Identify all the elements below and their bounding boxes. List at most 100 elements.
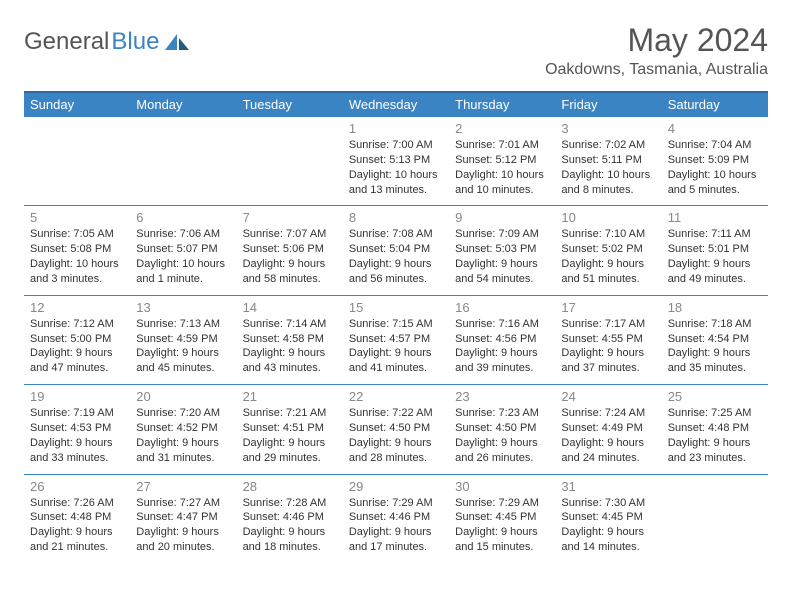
cell-line-sr: Sunrise: 7:23 AM [455,406,549,421]
cell-line-ss: Sunset: 4:59 PM [136,332,230,347]
cell-line-ss: Sunset: 4:58 PM [243,332,337,347]
cell-line-d1: Daylight: 9 hours [243,257,337,272]
calendar-cell: 17Sunrise: 7:17 AMSunset: 4:55 PMDayligh… [555,295,661,384]
calendar-cell: 15Sunrise: 7:15 AMSunset: 4:57 PMDayligh… [343,295,449,384]
cell-line-d1: Daylight: 9 hours [455,525,549,540]
calendar-cell: 22Sunrise: 7:22 AMSunset: 4:50 PMDayligh… [343,385,449,474]
cell-line-ss: Sunset: 5:01 PM [668,242,762,257]
cell-line-d2: and 51 minutes. [561,272,655,287]
weekday-header: Thursday [449,92,555,117]
cell-line-sr: Sunrise: 7:02 AM [561,138,655,153]
cell-line-ss: Sunset: 4:48 PM [668,421,762,436]
cell-line-ss: Sunset: 4:48 PM [30,510,124,525]
calendar-cell: 11 Sunrise: 7:11 AMSunset: 5:01 PMDayligh… [662,206,768,295]
day-number: 21 [243,389,337,404]
cell-line-sr: Sunrise: 7:10 AM [561,227,655,242]
cell-line-sr: Sunrise: 7:17 AM [561,317,655,332]
day-number: 31 [561,479,655,494]
calendar-cell: 27Sunrise: 7:27 AMSunset: 4:47 PMDayligh… [130,474,236,563]
cell-line-ss: Sunset: 5:00 PM [30,332,124,347]
cell-line-sr: Sunrise: 7:18 AM [668,317,762,332]
calendar-cell [24,117,130,206]
calendar-row: 5Sunrise: 7:05 AMSunset: 5:08 PMDaylight… [24,206,768,295]
cell-line-ss: Sunset: 4:49 PM [561,421,655,436]
day-number: 23 [455,389,549,404]
cell-line-d1: Daylight: 9 hours [243,525,337,540]
cell-line-d2: and 14 minutes. [561,540,655,555]
cell-line-ss: Sunset: 5:12 PM [455,153,549,168]
cell-line-d2: and 15 minutes. [455,540,549,555]
cell-line-d2: and 56 minutes. [349,272,443,287]
cell-line-sr: Sunrise: 7:09 AM [455,227,549,242]
day-number: 8 [349,210,443,225]
cell-line-d2: and 20 minutes. [136,540,230,555]
cell-line-d2: and 23 minutes. [668,451,762,466]
cell-line-ss: Sunset: 4:51 PM [243,421,337,436]
day-number: 19 [30,389,124,404]
cell-line-d1: Daylight: 9 hours [455,346,549,361]
cell-line-d1: Daylight: 9 hours [30,346,124,361]
location: Oakdowns, Tasmania, Australia [545,61,768,79]
day-number: 25 [668,389,762,404]
cell-line-d1: Daylight: 9 hours [349,436,443,451]
weekday-header-row: Sunday Monday Tuesday Wednesday Thursday… [24,92,768,117]
cell-line-d2: and 45 minutes. [136,361,230,376]
cell-line-d2: and 5 minutes. [668,183,762,198]
cell-line-d1: Daylight: 9 hours [455,436,549,451]
cell-line-sr: Sunrise: 7:01 AM [455,138,549,153]
cell-line-d1: Daylight: 9 hours [668,257,762,272]
cell-line-sr: Sunrise: 7:28 AM [243,496,337,511]
cell-line-ss: Sunset: 5:09 PM [668,153,762,168]
cell-line-sr: Sunrise: 7:29 AM [349,496,443,511]
day-number: 28 [243,479,337,494]
cell-line-d1: Daylight: 9 hours [243,436,337,451]
day-number: 16 [455,300,549,315]
cell-line-sr: Sunrise: 7:27 AM [136,496,230,511]
calendar-row: 26Sunrise: 7:26 AMSunset: 4:48 PMDayligh… [24,474,768,563]
calendar-cell: 13Sunrise: 7:13 AMSunset: 4:59 PMDayligh… [130,295,236,384]
cell-line-d2: and 31 minutes. [136,451,230,466]
cell-line-d1: Daylight: 9 hours [561,436,655,451]
calendar-cell: 30Sunrise: 7:29 AMSunset: 4:45 PMDayligh… [449,474,555,563]
cell-line-d1: Daylight: 10 hours [30,257,124,272]
header: General Blue May 2024 Oakdowns, Tasmania… [24,22,768,79]
cell-line-ss: Sunset: 4:50 PM [349,421,443,436]
cell-line-d1: Daylight: 9 hours [668,346,762,361]
day-number: 27 [136,479,230,494]
calendar-cell: 5Sunrise: 7:05 AMSunset: 5:08 PMDaylight… [24,206,130,295]
day-number: 15 [349,300,443,315]
cell-line-sr: Sunrise: 7:11 AM [668,227,762,242]
cell-line-d2: and 39 minutes. [455,361,549,376]
weekday-header: Monday [130,92,236,117]
cell-line-d1: Daylight: 10 hours [455,168,549,183]
calendar-cell: 25Sunrise: 7:25 AMSunset: 4:48 PMDayligh… [662,385,768,474]
cell-line-ss: Sunset: 4:55 PM [561,332,655,347]
day-number: 6 [136,210,230,225]
day-number: 24 [561,389,655,404]
cell-line-d2: and 18 minutes. [243,540,337,555]
day-number: 11 [668,210,762,225]
day-number: 4 [668,121,762,136]
sail-icon [163,32,191,52]
day-number: 9 [455,210,549,225]
cell-line-sr: Sunrise: 7:29 AM [455,496,549,511]
cell-line-d1: Daylight: 9 hours [136,436,230,451]
calendar-cell: 3Sunrise: 7:02 AMSunset: 5:11 PMDaylight… [555,117,661,206]
day-number: 3 [561,121,655,136]
calendar-cell: 20Sunrise: 7:20 AMSunset: 4:52 PMDayligh… [130,385,236,474]
cell-line-d2: and 37 minutes. [561,361,655,376]
cell-line-d1: Daylight: 9 hours [136,525,230,540]
day-number: 14 [243,300,337,315]
cell-line-ss: Sunset: 4:46 PM [349,510,443,525]
calendar-cell: 16Sunrise: 7:16 AMSunset: 4:56 PMDayligh… [449,295,555,384]
calendar-body: 1Sunrise: 7:00 AMSunset: 5:13 PMDaylight… [24,117,768,563]
day-number: 18 [668,300,762,315]
cell-line-d1: Daylight: 10 hours [136,257,230,272]
cell-line-d2: and 28 minutes. [349,451,443,466]
cell-line-ss: Sunset: 4:46 PM [243,510,337,525]
calendar-cell: 6Sunrise: 7:06 AMSunset: 5:07 PMDaylight… [130,206,236,295]
logo: General Blue [24,22,191,56]
cell-line-d1: Daylight: 9 hours [30,436,124,451]
cell-line-d1: Daylight: 10 hours [349,168,443,183]
cell-line-d1: Daylight: 9 hours [561,525,655,540]
